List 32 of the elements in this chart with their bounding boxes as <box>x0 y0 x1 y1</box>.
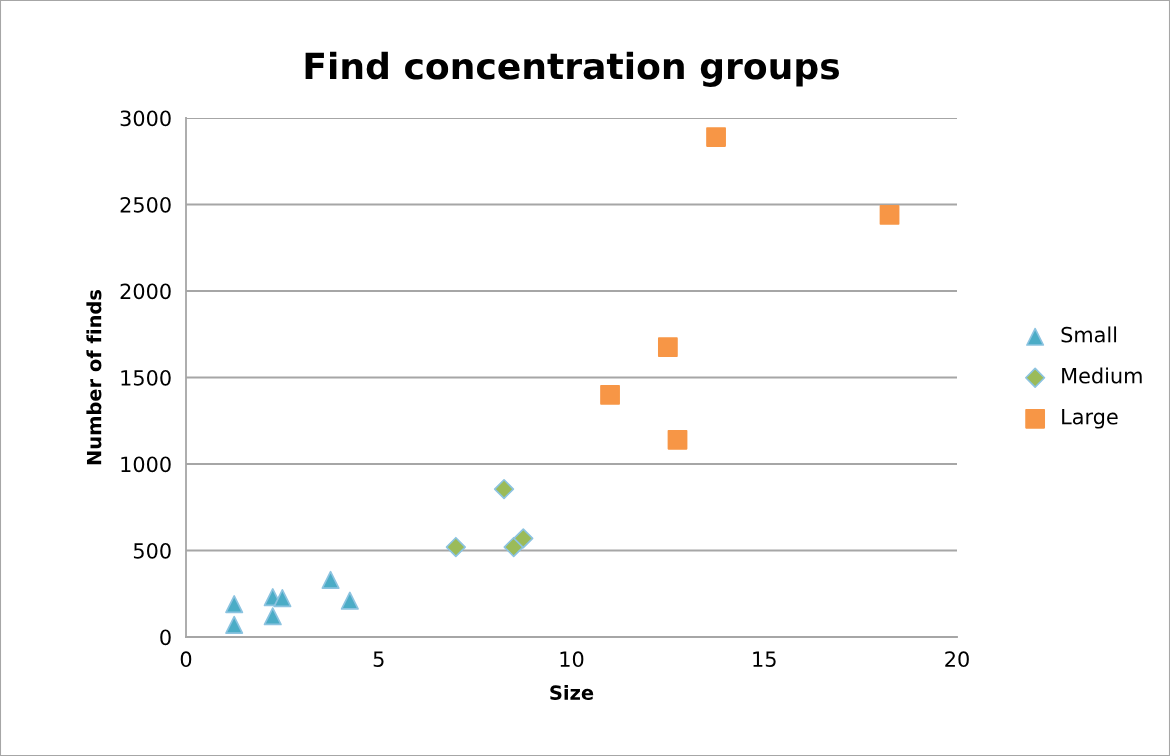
y-tick-label: 0 <box>160 629 171 646</box>
point <box>225 615 244 634</box>
legend-label: Large <box>1062 409 1118 429</box>
point <box>513 528 534 549</box>
x-tick-label: 10 <box>560 651 584 668</box>
legend-label: Small <box>1061 326 1117 343</box>
x-tick-label: 0 <box>180 651 192 668</box>
point <box>657 337 678 358</box>
point <box>706 127 726 147</box>
chart-title: Find concentration groups <box>305 51 839 87</box>
point <box>879 204 900 225</box>
point <box>667 429 688 450</box>
point <box>263 607 282 626</box>
point <box>273 589 292 608</box>
y-tick-label: 2500 <box>120 196 171 213</box>
point <box>445 536 467 558</box>
point <box>340 591 359 610</box>
x-tick-label: 20 <box>945 651 969 668</box>
x-axis-title: Size <box>550 684 594 700</box>
y-tick-label: 500 <box>133 542 171 559</box>
legend-label: Medium <box>1062 367 1142 384</box>
y-tick-label: 1500 <box>121 369 171 386</box>
x-tick-label: 5 <box>373 651 384 668</box>
x-tick-label: 15 <box>753 651 776 668</box>
y-tick-label: 1000 <box>121 456 171 473</box>
point <box>321 570 340 589</box>
point <box>600 384 620 405</box>
point <box>493 478 515 500</box>
point <box>225 595 244 614</box>
y-tick-label: 2000 <box>120 283 171 300</box>
y-tick-label: 3000 <box>120 110 171 127</box>
y-axis-title: Number of finds <box>86 289 102 465</box>
